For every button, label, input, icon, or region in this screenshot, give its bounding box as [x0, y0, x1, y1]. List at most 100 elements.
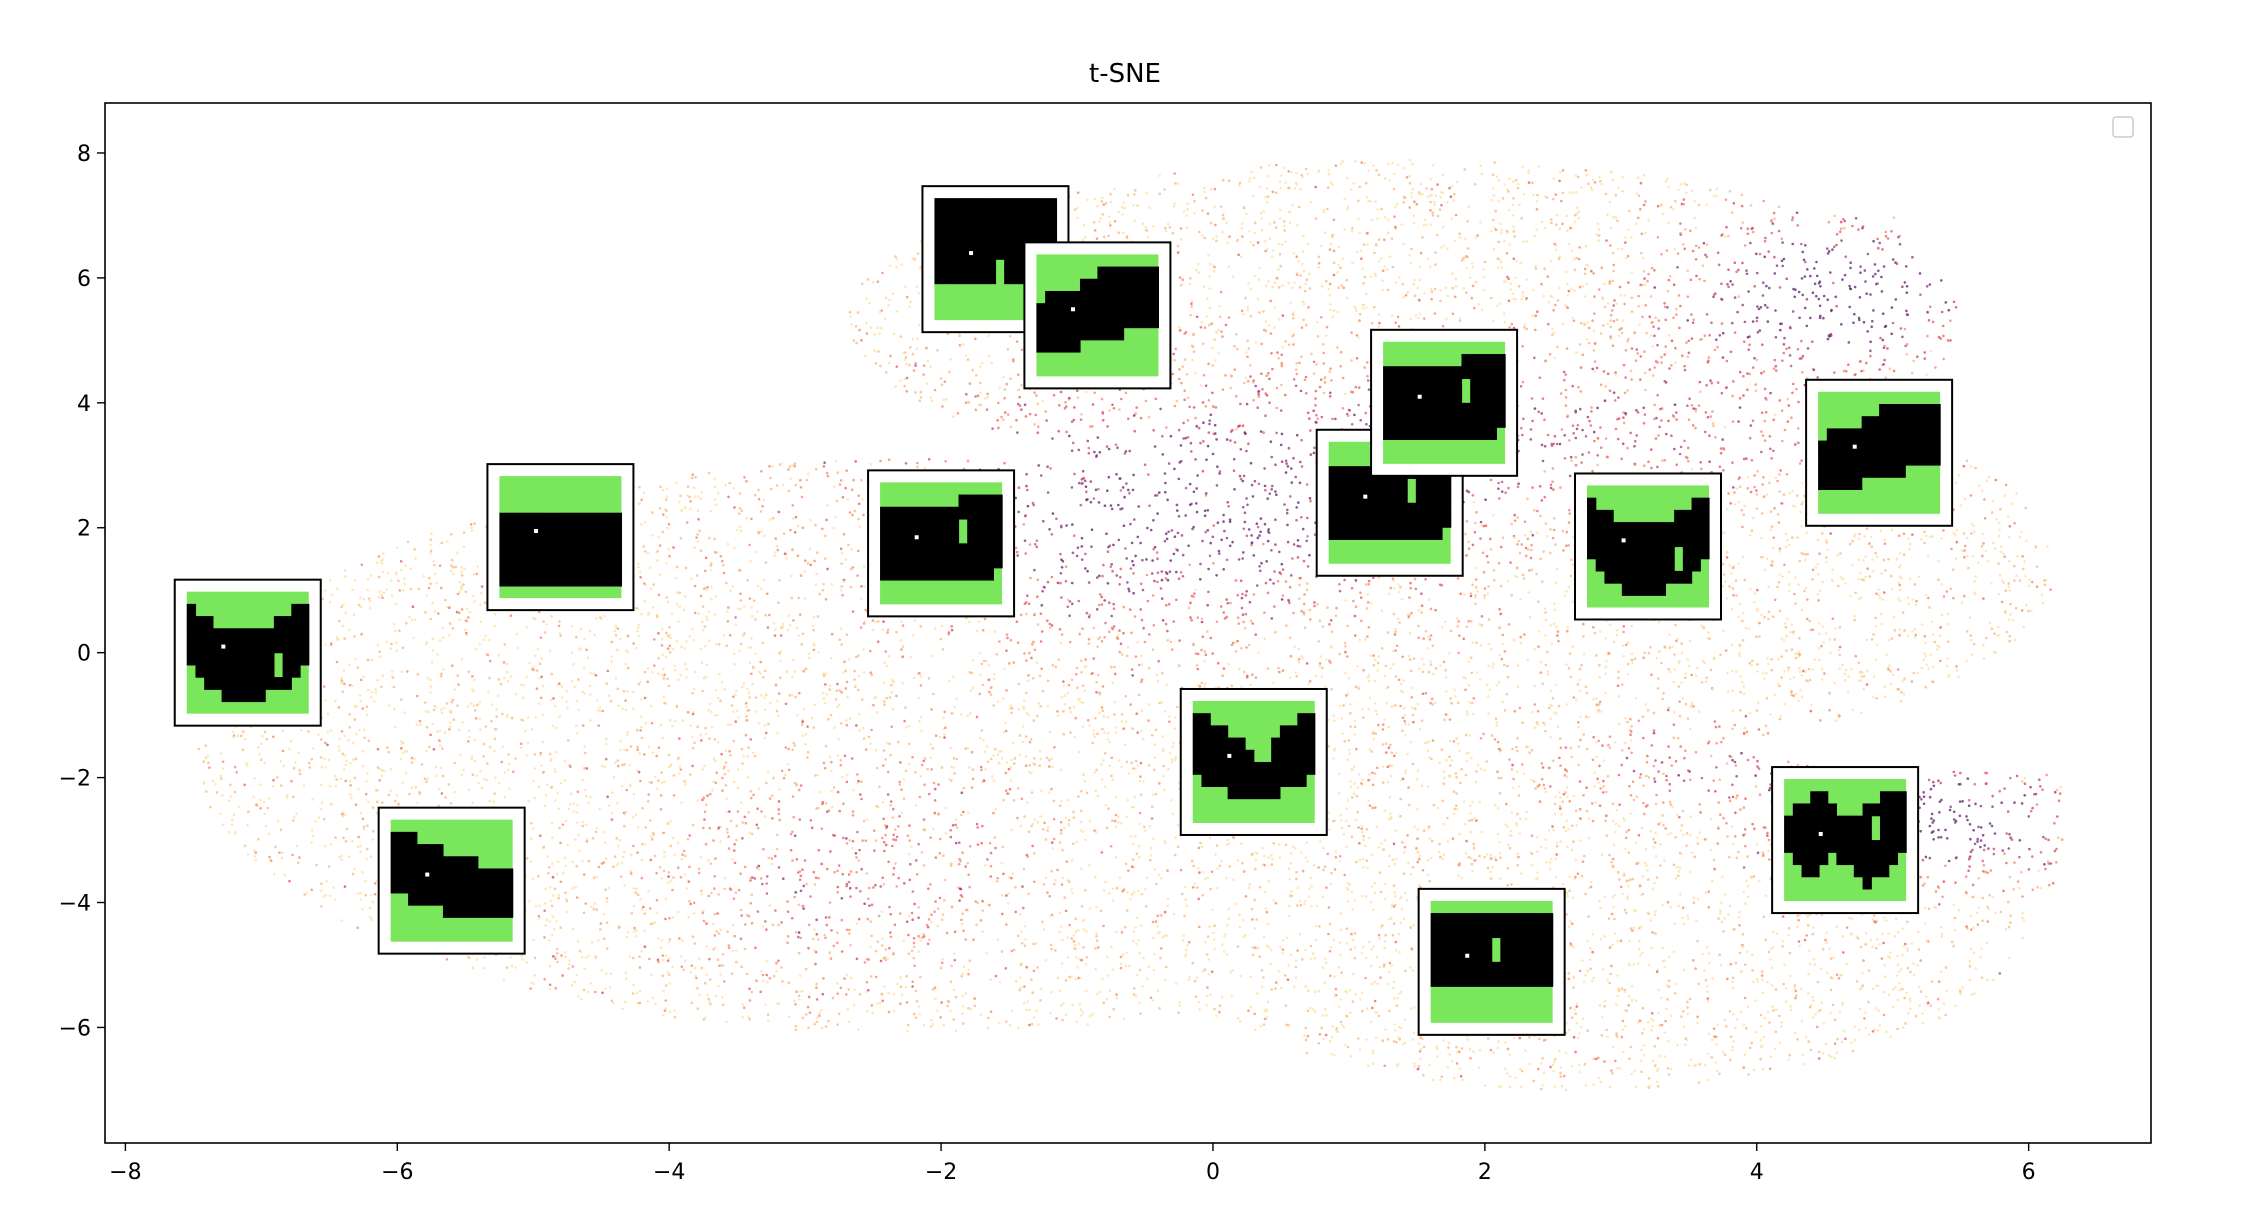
- scatter-point: [215, 791, 219, 794]
- scatter-point: [719, 554, 723, 558]
- scatter-point: [915, 1000, 919, 1003]
- scatter-point: [252, 849, 256, 852]
- scatter-point: [992, 779, 996, 783]
- scatter-point: [1201, 209, 1204, 212]
- scatter-point: [798, 878, 802, 881]
- scatter-point: [1179, 868, 1183, 872]
- scatter-point: [1627, 1004, 1630, 1007]
- scatter-point: [482, 755, 485, 758]
- scatter-point: [1824, 632, 1828, 635]
- scatter-point: [1548, 706, 1551, 710]
- scatter-point: [1064, 1013, 1068, 1017]
- scatter-point: [1229, 601, 1232, 605]
- scatter-point: [1849, 594, 1852, 598]
- scatter-point: [1901, 335, 1904, 339]
- scatter-point: [473, 759, 477, 763]
- scatter-point: [1041, 920, 1044, 924]
- scatter-point: [784, 702, 788, 706]
- scatter-point: [1220, 859, 1223, 863]
- scatter-point: [1746, 476, 1750, 479]
- scatter-point: [1998, 573, 2002, 577]
- scatter-point: [585, 840, 589, 843]
- scatter-point: [1620, 763, 1624, 767]
- scatter-point: [1276, 276, 1279, 280]
- scatter-point: [786, 941, 789, 945]
- scatter-point: [1674, 836, 1677, 839]
- scatter-point: [1298, 583, 1301, 587]
- scatter-point: [1115, 931, 1118, 934]
- scatter-point: [1554, 875, 1558, 879]
- scatter-point: [1658, 1024, 1662, 1027]
- scatter-point: [822, 582, 825, 586]
- scatter-point: [1531, 181, 1534, 185]
- scatter-point: [857, 549, 860, 553]
- scatter-point: [1752, 516, 1755, 520]
- scatter-point: [2003, 555, 2006, 558]
- scatter-point: [1290, 890, 1293, 893]
- scatter-point: [1396, 315, 1400, 319]
- scatter-point: [1587, 182, 1590, 186]
- scatter-point: [1126, 581, 1129, 584]
- scatter-point: [1707, 906, 1710, 909]
- scatter-point: [1250, 534, 1253, 537]
- scatter-point: [1159, 587, 1163, 590]
- scatter-point: [488, 638, 491, 642]
- scatter-point: [856, 574, 859, 577]
- scatter-point: [1077, 958, 1081, 961]
- scatter-point: [1538, 1037, 1541, 1041]
- scatter-point: [1385, 701, 1388, 705]
- scatter-point: [1092, 220, 1096, 224]
- scatter-point: [1567, 585, 1571, 589]
- scatter-point: [1574, 1012, 1577, 1015]
- scatter-point: [1161, 435, 1164, 438]
- scatter-point: [1317, 640, 1320, 643]
- scatter-point: [1795, 387, 1798, 391]
- scatter-point: [1120, 931, 1124, 934]
- scatter-point: [1164, 978, 1167, 982]
- scatter-point: [1004, 967, 1008, 970]
- scatter-point: [1301, 958, 1304, 961]
- scatter-point: [1057, 658, 1060, 661]
- scatter-point: [1075, 554, 1079, 558]
- scatter-point: [1742, 394, 1745, 397]
- scatter-point: [197, 747, 201, 751]
- scatter-point: [1151, 648, 1155, 651]
- scatter-point: [333, 898, 337, 902]
- scatter-point: [1020, 348, 1024, 352]
- scatter-point: [1628, 878, 1632, 882]
- scatter-point: [1306, 516, 1309, 520]
- scatter-point: [340, 605, 344, 609]
- scatter-point: [622, 689, 626, 693]
- scatter-point: [1147, 965, 1150, 969]
- scatter-point: [319, 756, 323, 759]
- scatter-point: [1730, 572, 1733, 575]
- scatter-point: [1086, 439, 1090, 443]
- scatter-point: [1403, 713, 1407, 717]
- scatter-point: [1264, 284, 1268, 288]
- scatter-point: [1811, 291, 1815, 295]
- scatter-point: [1667, 186, 1670, 189]
- scatter-point: [1529, 548, 1533, 552]
- scatter-point: [1102, 924, 1105, 928]
- scatter-point: [1957, 783, 1961, 786]
- scatter-point: [1760, 970, 1764, 973]
- scatter-point: [1793, 984, 1797, 987]
- scatter-point: [506, 680, 510, 683]
- scatter-point: [1206, 630, 1209, 633]
- scatter-point: [2028, 578, 2032, 582]
- scatter-point: [1458, 316, 1462, 320]
- scatter-point: [1835, 243, 1838, 247]
- scatter-point: [1330, 630, 1334, 633]
- scatter-point: [1019, 986, 1023, 989]
- scatter-point: [1595, 741, 1598, 744]
- scatter-point: [1622, 363, 1626, 367]
- scatter-point: [1280, 243, 1284, 246]
- scatter-point: [310, 841, 314, 844]
- scatter-point: [624, 1000, 627, 1004]
- scatter-point: [1571, 645, 1574, 648]
- scatter-point: [1585, 263, 1588, 267]
- scatter-point: [1911, 533, 1914, 536]
- scatter-point: [983, 617, 987, 621]
- scatter-point: [1242, 527, 1246, 531]
- scatter-point: [1752, 1068, 1756, 1072]
